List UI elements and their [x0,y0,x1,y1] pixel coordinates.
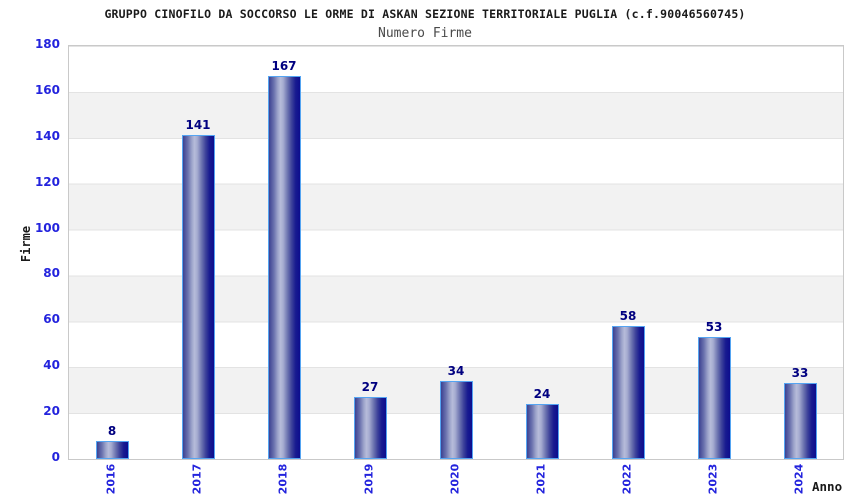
y-tick-label: 120 [34,174,60,189]
bar-value-label: 53 [705,320,723,335]
y-tick-label: 40 [43,358,60,373]
y-tick-label: 100 [34,220,60,235]
bar-2022 [611,325,645,459]
bar-2021 [525,403,559,459]
y-tick-label: 80 [43,266,60,281]
bar-value-label: 167 [271,58,297,73]
bar-2018 [267,75,301,459]
bar-value-label: 141 [185,118,211,133]
bar-2016 [95,440,129,459]
bar-value-label: 58 [619,308,637,323]
x-tick-label: 2018 [276,463,290,495]
bar-value-label: 24 [533,386,551,401]
x-tick-label: 2023 [706,463,720,495]
bar-2019 [353,397,387,459]
y-axis-title: Firme [19,225,33,263]
x-tick-label: 2019 [362,463,376,495]
bar-value-label: 34 [447,364,465,378]
x-tick-label: 2020 [448,463,462,495]
bar-2017 [181,135,215,459]
y-tick-label: 180 [34,37,60,51]
x-tick-label: 2017 [190,463,204,495]
x-axis-title: Anno [812,479,843,494]
y-tick-label: 140 [34,128,60,143]
x-tick-label: 2022 [620,463,634,495]
x-tick-label: 2021 [534,463,548,495]
x-tick-label: 2016 [104,463,118,495]
y-tick-label: 160 [34,82,60,97]
bar-value-label: 33 [791,366,809,381]
bar-value-label: 27 [361,380,379,395]
plot-area: 8 141 167 27 34 24 58 53 33 [68,45,844,460]
bar-value-label: 8 [107,423,117,438]
y-tick-label: 60 [43,312,60,327]
y-tick-label: 0 [51,450,60,464]
x-tick-label: 2024 [792,463,806,495]
bar-2024 [783,383,817,459]
chart-title: GRUPPO CINOFILO DA SOCCORSO LE ORME DI A… [104,7,746,21]
chart-subtitle: Numero Firme [378,26,472,41]
bar-2020 [439,381,473,459]
y-tick-label: 20 [43,404,60,419]
bar-2023 [697,337,731,459]
